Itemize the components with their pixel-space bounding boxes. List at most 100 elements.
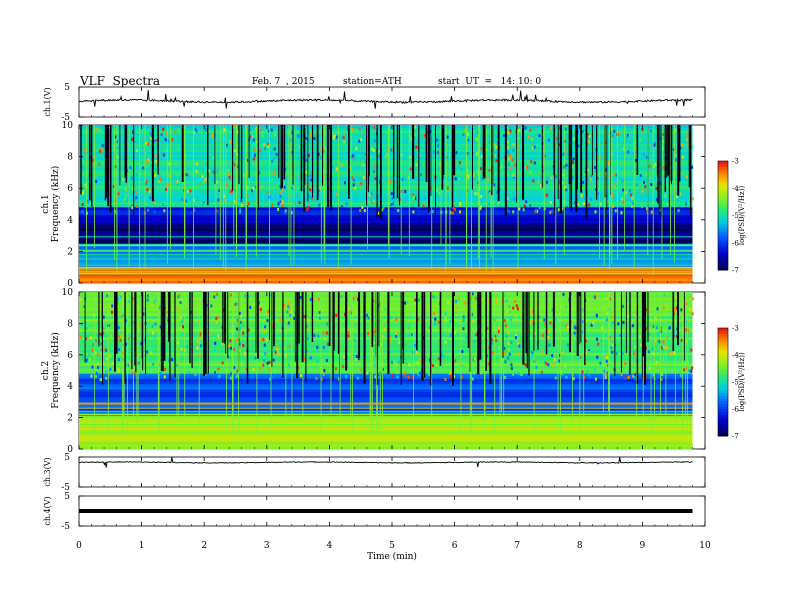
- ch2-spectrogram-ytick-label: 4: [67, 382, 73, 392]
- ch1-spectrogram-speck: [572, 176, 575, 180]
- ch2-spectrogram-speck: [91, 365, 94, 369]
- ch2-spectrogram-speck: [596, 337, 599, 341]
- ch2-spectrogram-speck: [366, 313, 369, 317]
- ch1-spectrogram-colorbar-cell: [718, 250, 728, 255]
- ch2-spectrogram-speck: [360, 368, 363, 372]
- ch2-spectrogram-speck: [276, 347, 279, 351]
- ch2-spectrogram-speck: [449, 319, 452, 323]
- ch1-spectrogram-speck: [148, 189, 151, 193]
- ch1-spectrogram-speck: [453, 207, 456, 211]
- ch1-spectrogram-speck: [247, 202, 250, 206]
- ch1-spectrogram-speck: [452, 206, 455, 210]
- ch2-spectrogram-speck: [626, 347, 629, 351]
- ch1-spectrogram-speck: [302, 137, 305, 141]
- ch1-spectrogram-speck: [279, 184, 282, 188]
- ch2-spectrogram-speck: [247, 295, 250, 299]
- ch1-spectrogram-colorbar-cell: [718, 182, 728, 187]
- ch1-spectrogram-colorbar-cell: [718, 190, 728, 195]
- ch2-spectrogram-speck: [486, 354, 489, 358]
- ch2-spectrogram-speck: [505, 334, 508, 338]
- ch2-spectrogram-colorbar-cell: [718, 333, 728, 337]
- ch1-spectrogram-speck: [632, 201, 635, 205]
- ch2-spectrogram-speck: [518, 344, 521, 348]
- ch1-spectrogram-speck: [368, 193, 371, 197]
- ch1-spectrogram-speck: [216, 180, 219, 184]
- ch1-spectrogram-speck: [176, 180, 179, 184]
- ch2-spectrogram-speck: [586, 370, 589, 374]
- ch2-spectrogram-speck: [303, 357, 306, 361]
- ch2-spectrogram-speck: [691, 366, 694, 370]
- ch1-spectrogram-speck: [580, 194, 583, 198]
- ch1-spectrogram-colorbar-cell: [718, 185, 728, 189]
- ch1-spectrogram-speck: [567, 149, 570, 153]
- ch2-spectrogram-speck: [605, 355, 608, 359]
- ch2-spectrogram-speck: [166, 324, 169, 328]
- ch1-spectrogram-speck: [454, 177, 457, 181]
- ch2-spectrogram-speck: [90, 336, 93, 340]
- ch2-spectrogram-speck: [288, 345, 291, 349]
- ch1-spectrogram-speck: [261, 134, 264, 138]
- ch2-spectrogram-speck: [94, 295, 97, 299]
- ch1-spectrogram-speck: [153, 210, 156, 214]
- ch1-spectrogram-speck: [153, 201, 156, 205]
- ch2-spectrogram-speck: [85, 358, 88, 362]
- ch2-spectrogram-speck: [201, 344, 204, 348]
- ch2-spectrogram-colorbar-cell: [718, 373, 728, 378]
- ch1-spectrogram-speck: [279, 194, 282, 198]
- ch1-spectrogram-speck: [184, 173, 187, 177]
- ch1-spectrogram-band: [79, 164, 693, 168]
- ch1-spectrogram-speck: [565, 188, 568, 192]
- ch2-spectrogram-speck: [196, 346, 199, 350]
- ch2-spectrogram-speck: [565, 324, 568, 328]
- ch1-spectrogram-speck: [390, 148, 393, 152]
- ch2-spectrogram-speck: [584, 321, 587, 325]
- ch1-spectrogram-colorbar-cell: [718, 177, 728, 181]
- ch2-spectrogram-speck: [309, 297, 312, 301]
- ch2-spectrogram-speck: [309, 336, 312, 340]
- ch1-spectrogram-speck: [526, 166, 529, 170]
- ch2-spectrogram-speck: [668, 326, 671, 330]
- ch2-spectrogram-speck: [354, 357, 357, 361]
- ch1-spectrogram-speck: [401, 177, 404, 181]
- ch2-spectrogram-speck: [569, 292, 572, 296]
- ch1-spectrogram-colorbar-cell: [718, 256, 728, 260]
- ch2-spectrogram-band: [79, 341, 693, 345]
- ch2-spectrogram-speck: [338, 377, 341, 381]
- ch1-spectrogram-speck: [611, 194, 614, 198]
- ch2-spectrogram-speck: [118, 348, 121, 352]
- ch1-spectrogram-speck: [361, 205, 364, 209]
- ch2-spectrogram-band: [79, 310, 693, 314]
- ch2-spectrogram-colorbar-cell: [718, 330, 728, 334]
- ch2-spectrogram-speck: [458, 297, 461, 301]
- ch2-spectrogram-speck: [645, 375, 648, 379]
- ch2-spectrogram-speck: [609, 297, 612, 301]
- ch2-spectrogram-speck: [434, 317, 437, 321]
- ch1-spectrogram-speck: [209, 153, 212, 157]
- ch2-spectrogram-speck: [466, 364, 469, 368]
- ch1-spectrogram-speck: [125, 188, 128, 192]
- ch1-spectrogram-speck: [254, 148, 257, 152]
- ch2-spectrogram-speck: [529, 370, 532, 374]
- ch1-spectrogram-speck: [393, 192, 396, 196]
- ch2-spectrogram-speck: [594, 377, 597, 381]
- ch2-spectrogram-speck: [120, 331, 123, 335]
- ch1-spectrogram-speck: [513, 192, 516, 196]
- ch2-spectrogram-speck: [201, 334, 204, 338]
- ch1-spectrogram-speck: [159, 178, 162, 182]
- ch1-spectrogram-speck: [146, 188, 149, 192]
- ch2-spectrogram-speck: [109, 354, 112, 358]
- ch2-spectrogram-colorbar-tick: -3: [732, 325, 739, 333]
- ch2-spectrogram-speck: [131, 301, 134, 305]
- ch1-spectrogram-speck: [309, 174, 312, 178]
- ch1-spectrogram-band: [79, 175, 693, 179]
- ch2-spectrogram-speck: [344, 312, 347, 316]
- ch1-spectrogram-speck: [193, 130, 196, 134]
- ch1-spectrogram-speck: [378, 154, 381, 158]
- ch2-spectrogram-speck: [655, 326, 658, 330]
- ch2-spectrogram-speck: [450, 376, 453, 380]
- ch1-spectrogram-speck: [234, 188, 237, 192]
- ch2-spectrogram-speck: [372, 299, 375, 303]
- ch2-spectrogram-speck: [517, 350, 520, 354]
- ch2-spectrogram-speck: [431, 364, 434, 368]
- ch1-spectrogram-speck: [223, 128, 226, 132]
